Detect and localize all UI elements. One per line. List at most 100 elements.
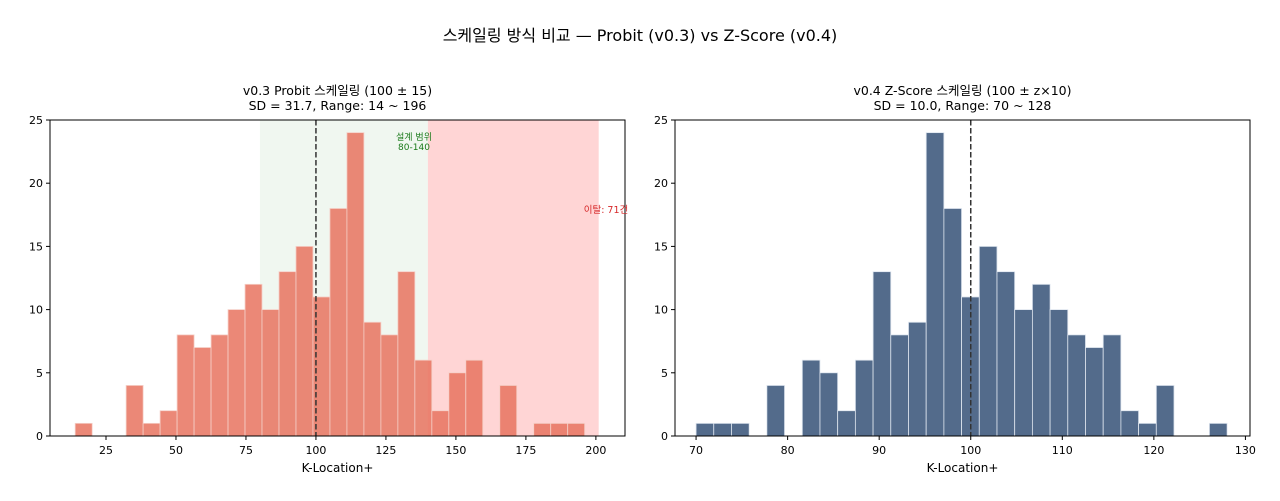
histogram-bar [176, 334, 195, 437]
histogram-bar [431, 410, 450, 437]
x-tick-label: 25 [99, 444, 113, 457]
y-tick-label: 20 [654, 177, 668, 190]
zscore-title-line2: SD = 10.0, Range: 70 ~ 128 [874, 98, 1052, 113]
outlier-count-label: 이탈: 71건 [584, 204, 629, 216]
y-tick-label: 10 [654, 304, 668, 317]
histogram-bar [499, 385, 518, 437]
histogram-bar [244, 283, 263, 437]
x-tick-label: 200 [585, 444, 606, 457]
histogram-bar [414, 359, 433, 437]
probit-x-axis-label: K-Location+ [302, 461, 374, 475]
histogram-bar [713, 422, 732, 437]
histogram-bar [837, 410, 856, 437]
x-tick-label: 75 [239, 444, 253, 457]
y-tick-label: 20 [29, 177, 43, 190]
histogram-bar [731, 422, 750, 437]
y-tick-label: 5 [36, 367, 43, 380]
histogram-bar [854, 359, 874, 437]
zscore-x-ticks: 70 80 90 100 110 120 130 [689, 436, 1256, 457]
y-tick-label: 10 [29, 304, 43, 317]
histogram-bar [380, 334, 399, 437]
histogram-bar [766, 385, 785, 437]
histogram-bar [908, 321, 927, 437]
histogram-bar [465, 359, 484, 437]
histogram-bar [1049, 309, 1069, 437]
probit-title-line2: SD = 31.7, Range: 14 ~ 196 [249, 98, 427, 113]
x-tick-label: 125 [375, 444, 396, 457]
histogram-bar [925, 132, 945, 437]
probit-bars [74, 132, 586, 437]
zscore-y-ticks: 0 5 10 15 20 25 [654, 114, 675, 443]
histogram-bar [346, 132, 365, 437]
histogram-bar [819, 372, 839, 437]
histogram-bar [1102, 334, 1122, 437]
probit-y-ticks: 0 5 10 15 20 25 [29, 114, 50, 443]
x-tick-label: 150 [445, 444, 466, 457]
histogram-bar [1085, 347, 1104, 437]
design-range-label-line2: 80-140 [398, 143, 430, 153]
histogram-bar [329, 208, 348, 437]
histogram-bar [890, 334, 909, 437]
histogram-bar [193, 347, 212, 437]
histogram-bar [210, 334, 229, 437]
histogram-bar [448, 372, 467, 437]
histogram-bar [1155, 385, 1175, 437]
histogram-bar [550, 422, 569, 437]
zscore-axes-frame [674, 119, 1251, 437]
histogram-bar [567, 422, 586, 437]
x-tick-label: 90 [872, 444, 886, 457]
histogram-bar [74, 422, 93, 437]
histogram-bar [943, 208, 962, 437]
histogram-bar [1067, 334, 1086, 437]
x-tick-label: 110 [1052, 444, 1073, 457]
histogram-bar [961, 296, 980, 437]
probit-histogram-axes: v0.3 Probit 스케일링 (100 ± 15) SD = 31.7, R… [29, 83, 628, 475]
zscore-x-axis-label: K-Location+ [927, 461, 999, 475]
probit-axes-frame [49, 119, 626, 437]
zscore-title-line1: v0.4 Z-Score 스케일링 (100 ± z×10) [853, 83, 1071, 98]
x-tick-label: 100 [305, 444, 326, 457]
histogram-bar [1031, 283, 1051, 437]
zscore-histogram-axes: v0.4 Z-Score 스케일링 (100 ± z×10) SD = 10.0… [654, 83, 1256, 475]
y-tick-label: 25 [654, 114, 668, 127]
y-tick-label: 15 [29, 240, 43, 253]
y-tick-label: 0 [36, 430, 43, 443]
probit-x-ticks: 25 50 75 100 125 150 175 200 [99, 436, 606, 457]
y-tick-label: 25 [29, 114, 43, 127]
figure-suptitle: 스케일링 방식 비교 — Probit (v0.3) vs Z-Score (v… [443, 26, 838, 45]
y-tick-label: 15 [654, 240, 668, 253]
histogram-bar [978, 245, 998, 437]
design-range-label-line1: 설계 범위 [396, 131, 432, 143]
zscore-bars [695, 132, 1228, 437]
histogram-bar [159, 410, 178, 437]
x-tick-label: 130 [1235, 444, 1256, 457]
histogram-bar [695, 422, 715, 437]
histogram-bar [125, 385, 144, 437]
x-tick-label: 100 [960, 444, 981, 457]
histogram-bar [363, 321, 382, 437]
histogram-bar [801, 359, 821, 437]
histogram-bar [227, 309, 246, 437]
histogram-bar [397, 271, 416, 437]
histogram-bar [872, 271, 892, 437]
histogram-bar [142, 422, 161, 437]
histogram-bar [261, 309, 280, 437]
y-tick-label: 0 [661, 430, 668, 443]
histogram-bar [533, 422, 552, 437]
histogram-bar [312, 296, 331, 437]
x-tick-label: 80 [781, 444, 795, 457]
y-tick-label: 5 [661, 367, 668, 380]
histogram-bar [1138, 422, 1157, 437]
probit-title-line1: v0.3 Probit 스케일링 (100 ± 15) [243, 83, 432, 98]
x-tick-label: 70 [689, 444, 703, 457]
histogram-bar [1209, 422, 1228, 437]
x-tick-label: 50 [169, 444, 183, 457]
histogram-bar [1014, 309, 1033, 437]
x-tick-label: 175 [515, 444, 536, 457]
histogram-bar [1120, 410, 1140, 437]
histogram-bar [295, 245, 314, 437]
histogram-bar [996, 271, 1016, 437]
histogram-bar [278, 271, 297, 437]
x-tick-label: 120 [1143, 444, 1164, 457]
